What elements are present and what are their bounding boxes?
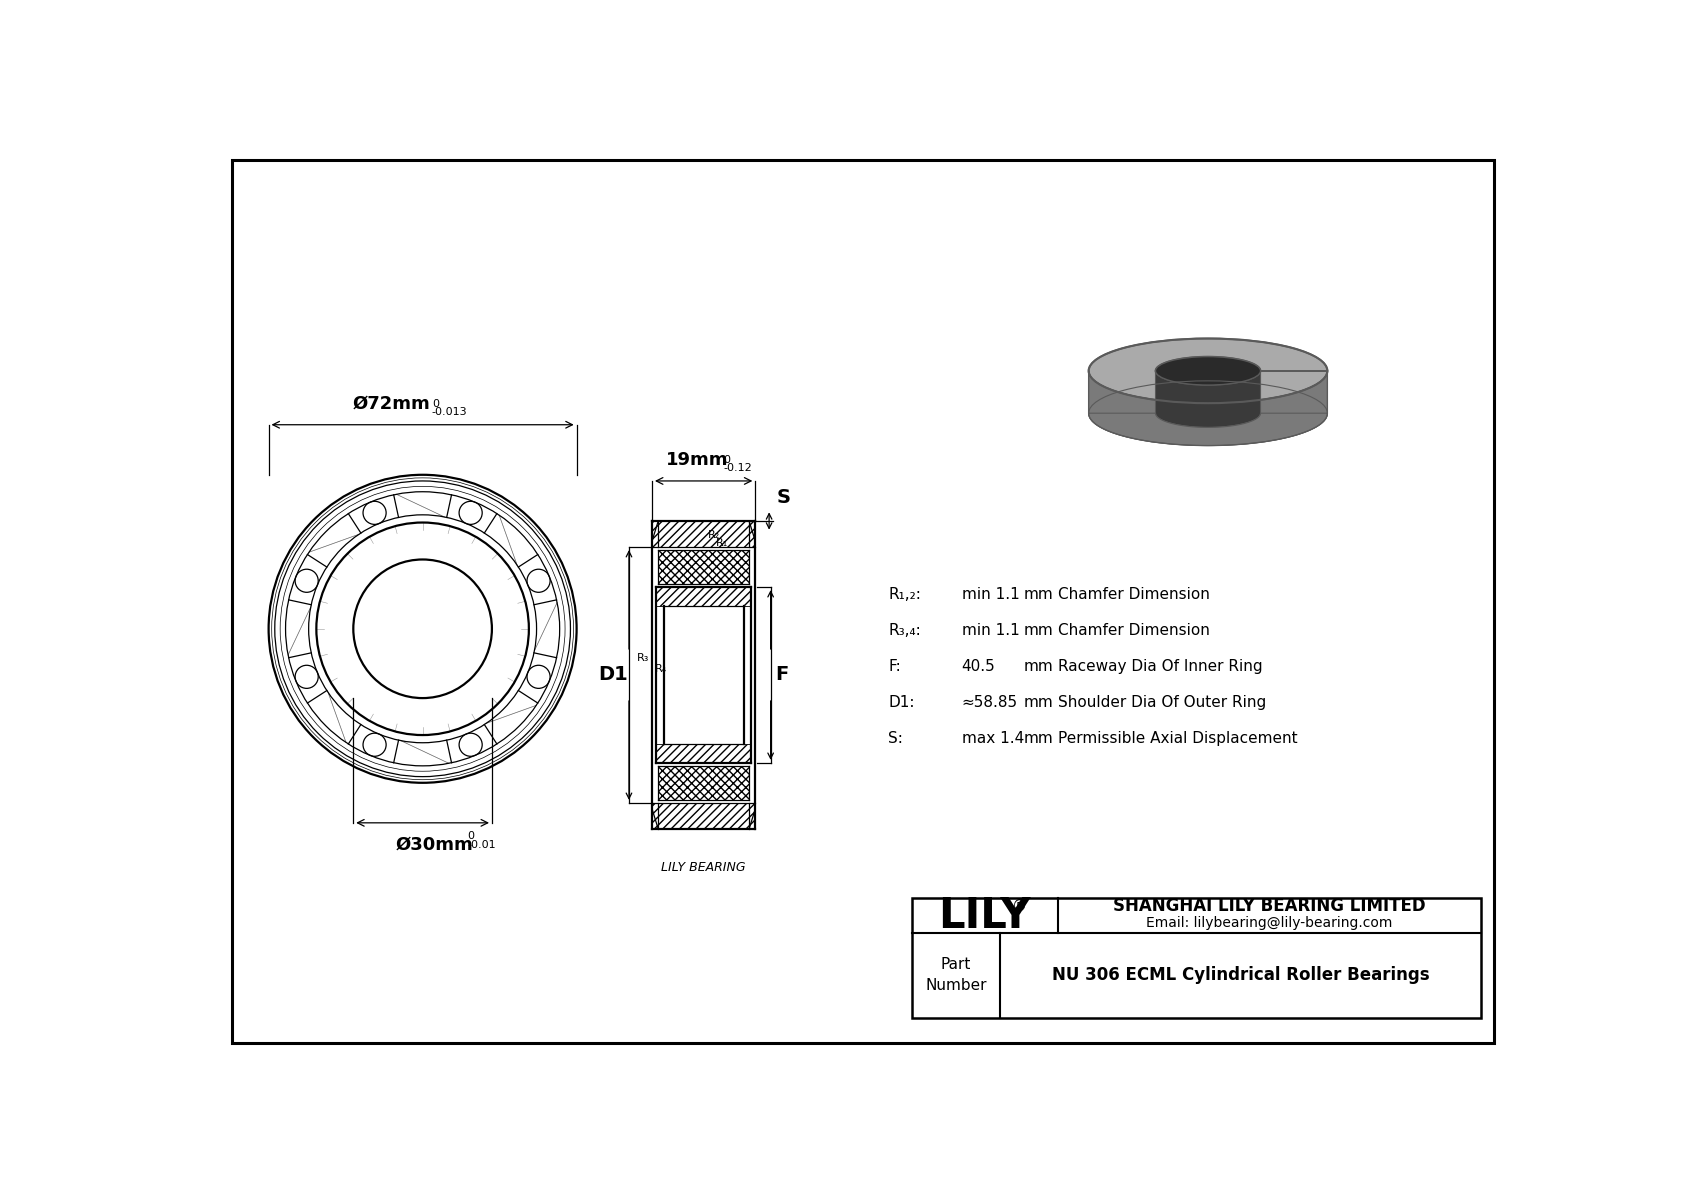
Bar: [652, 520, 754, 547]
Text: 0: 0: [724, 455, 731, 464]
Text: ≈58.85: ≈58.85: [962, 696, 1017, 710]
Polygon shape: [1088, 413, 1327, 445]
Text: Email: lilybearing@lily-bearing.com: Email: lilybearing@lily-bearing.com: [1147, 916, 1393, 930]
Text: S:: S:: [889, 731, 903, 747]
Text: Chamfer Dimension: Chamfer Dimension: [1058, 623, 1209, 638]
Text: min 1.1: min 1.1: [962, 587, 1019, 601]
Text: NU 306 ECML Cylindrical Roller Bearings: NU 306 ECML Cylindrical Roller Bearings: [1052, 966, 1430, 984]
Bar: [657, 744, 751, 762]
Text: Chamfer Dimension: Chamfer Dimension: [1058, 587, 1209, 601]
Text: R₁: R₁: [716, 538, 727, 548]
Text: R₃,₄:: R₃,₄:: [889, 623, 921, 638]
Text: Ø72mm: Ø72mm: [354, 394, 431, 412]
Text: D1:: D1:: [889, 696, 914, 710]
Text: mm: mm: [1024, 587, 1052, 601]
Text: mm: mm: [1024, 623, 1052, 638]
Text: 40.5: 40.5: [962, 659, 995, 674]
Text: F: F: [775, 666, 788, 685]
Text: LILY BEARING: LILY BEARING: [662, 861, 746, 874]
Text: Raceway Dia Of Inner Ring: Raceway Dia Of Inner Ring: [1058, 659, 1263, 674]
Text: LILY: LILY: [938, 894, 1031, 936]
Text: mm: mm: [1024, 731, 1052, 747]
Text: 0: 0: [431, 399, 440, 409]
Text: F:: F:: [889, 659, 901, 674]
Text: 19mm: 19mm: [667, 450, 729, 468]
Text: ®: ®: [1012, 899, 1027, 913]
Text: R₃: R₃: [637, 653, 648, 663]
Polygon shape: [658, 766, 749, 800]
Text: Part
Number: Part Number: [925, 958, 987, 993]
Text: R₄: R₄: [655, 663, 667, 674]
Text: Shoulder Dia Of Outer Ring: Shoulder Dia Of Outer Ring: [1058, 696, 1266, 710]
Text: R₂: R₂: [707, 530, 719, 541]
Text: S: S: [776, 488, 791, 507]
Ellipse shape: [1155, 356, 1261, 385]
Text: -0.01: -0.01: [466, 840, 495, 849]
Text: R₁,₂:: R₁,₂:: [889, 587, 921, 601]
Text: Ø30mm: Ø30mm: [396, 835, 473, 853]
Bar: [657, 587, 751, 606]
Text: -0.12: -0.12: [724, 463, 753, 473]
Polygon shape: [658, 550, 749, 585]
Bar: [652, 803, 754, 829]
Polygon shape: [1088, 338, 1327, 404]
Text: Permissible Axial Displacement: Permissible Axial Displacement: [1058, 731, 1297, 747]
Bar: [911, 898, 1482, 1017]
Text: mm: mm: [1024, 659, 1052, 674]
Polygon shape: [1088, 370, 1327, 445]
Text: min 1.1: min 1.1: [962, 623, 1019, 638]
Text: SHANGHAI LILY BEARING LIMITED: SHANGHAI LILY BEARING LIMITED: [1113, 897, 1426, 915]
Text: max 1.4: max 1.4: [962, 731, 1024, 747]
Text: D1: D1: [600, 666, 628, 685]
Polygon shape: [1155, 370, 1261, 428]
Text: -0.013: -0.013: [431, 407, 468, 417]
Text: mm: mm: [1024, 696, 1052, 710]
Text: 0: 0: [466, 831, 475, 841]
